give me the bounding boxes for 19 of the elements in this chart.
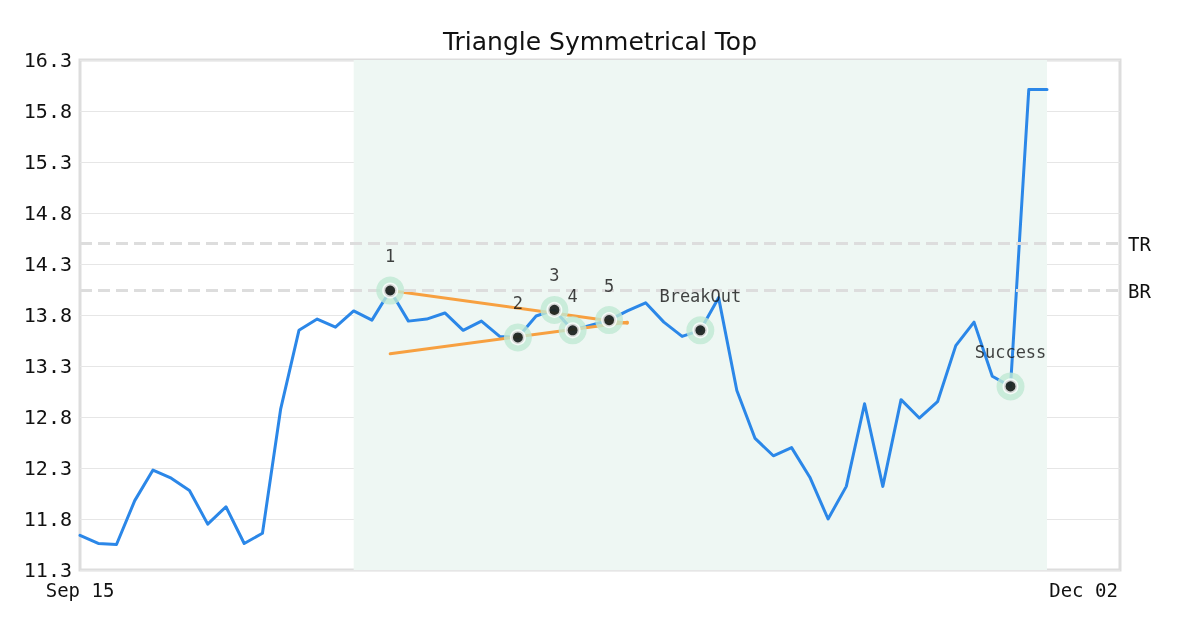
annotation: 3: [549, 265, 560, 286]
y-tick-label: 15.8: [23, 99, 72, 123]
y-tick-label: 12.3: [23, 456, 72, 480]
y-tick-label: 11.8: [23, 507, 72, 531]
annotation: 5: [604, 275, 615, 296]
annotation: BreakOut: [659, 285, 742, 306]
annotation: 4: [567, 285, 578, 306]
y-tick-label: 13.3: [23, 354, 72, 378]
ref-line-label: TR: [1128, 232, 1152, 255]
y-tick-label: 12.8: [23, 405, 72, 429]
ref-line-label: BR: [1128, 279, 1152, 302]
x-tick-label: Dec 02: [1049, 578, 1118, 601]
y-tick-label: 16.3: [23, 48, 72, 72]
chart-title: Triangle Symmetrical Top: [441, 27, 758, 56]
annotation: 1: [385, 246, 396, 267]
y-tick-label: 14.3: [23, 252, 72, 276]
y-tick-label: 14.8: [23, 201, 72, 225]
y-tick-label: 13.8: [23, 303, 72, 327]
y-tick-label: 15.3: [23, 150, 72, 174]
